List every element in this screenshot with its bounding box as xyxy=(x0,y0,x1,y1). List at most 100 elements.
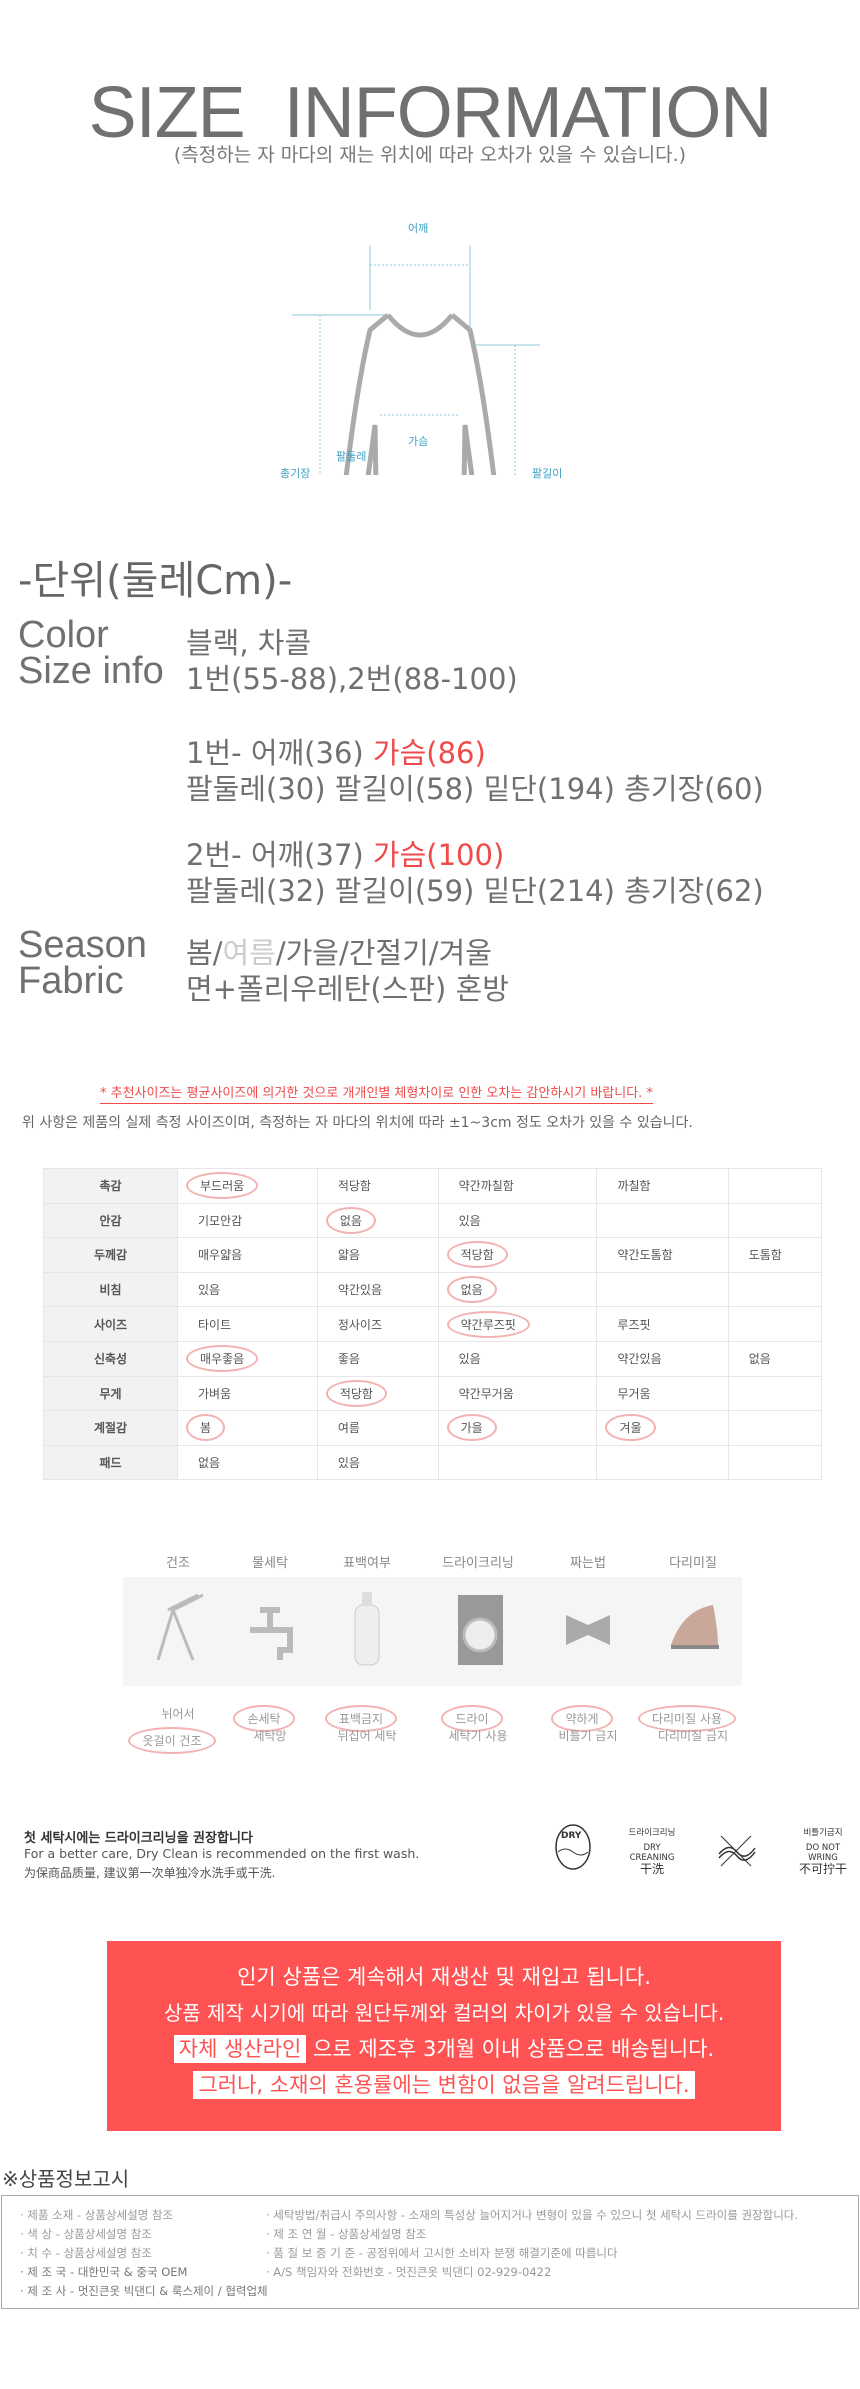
dry-note-cn: 为保商品质量, 建议第一次单独冷水洗手或干洗. xyxy=(24,1866,276,1880)
attribute-option: 매우좋음 xyxy=(177,1340,318,1377)
dry-en: DRY CREANING xyxy=(629,1842,675,1863)
fabric-attributes-table: 촉감 부드러움 적당함 약간까칠함 까칠함 안감 기모안감 없음 있음 두께감 매우얇음 얇음 적당함 약… xyxy=(43,1168,823,1481)
attribute-option: 약간있음 xyxy=(316,1271,439,1308)
attribute-option: 까칠함 xyxy=(596,1168,729,1204)
season-rest: /가을/간절기/겨울 xyxy=(275,936,492,970)
label-chest: 가슴 xyxy=(408,435,429,448)
attribute-option: 무거움 xyxy=(596,1375,729,1412)
promo-line3-rest: 으로 제조후 3개월 이내 상품으로 배송됩니다. xyxy=(306,2037,715,2061)
notice-item: · 제 조 국 - 대한민국 & 중국 OEM xyxy=(20,2265,188,2279)
attribute-option: 도톰함 xyxy=(727,1237,823,1273)
care-line: 표백금지 xyxy=(307,1705,427,1732)
care-icons-panel xyxy=(123,1577,742,1686)
option-text: 적당함 xyxy=(337,1179,371,1194)
do-not-wring-icon xyxy=(715,1834,757,1872)
care-title: 물세탁 xyxy=(252,1556,288,1571)
care-line: 드라이 xyxy=(418,1705,538,1732)
option-text: 약간있음 xyxy=(617,1352,662,1367)
season-value: 봄/여름/가을/간절기/겨울 xyxy=(186,930,492,972)
size2-chest: 가슴(100) xyxy=(372,838,505,872)
attribute-option: 없음 xyxy=(437,1271,598,1308)
attribute-option: 약간있음 xyxy=(596,1340,729,1377)
attribute-option: 적당함 xyxy=(316,1375,439,1412)
care-line: 세탁망 xyxy=(210,1727,330,1744)
notice-heading: ※상품정보고시 xyxy=(2,2167,130,2191)
season-label: Season xyxy=(18,924,147,966)
option-text: 정사이즈 xyxy=(337,1317,382,1332)
selected-option: 없음 xyxy=(446,1276,497,1304)
attribute-name: 두께감 xyxy=(43,1237,178,1273)
product-notice-box: · 제품 소재 - 상품상세설명 참조 · 세탁방법/취급시 주의사항 - 소재의… xyxy=(1,2195,859,2309)
attribute-name: 계절감 xyxy=(43,1410,178,1446)
wring-kr: 비틀기금지 xyxy=(803,1828,843,1838)
size1-line1: 1번- 어깨(36) 가슴(86) xyxy=(186,730,486,772)
size-disclaimer: * 추천사이즈는 평균사이즈에 의거한 것으로 개개인별 체형차이로 인한 오차… xyxy=(100,1082,653,1104)
dry-clean-symbol: 드라이크리닝 DRY CREANING 干洗 xyxy=(622,1828,682,1877)
option-text: 매우얇음 xyxy=(198,1248,243,1263)
dry-clean-icon: DRY xyxy=(553,1822,593,1872)
option-text: 약간까칠함 xyxy=(458,1179,514,1194)
notice-item: · A/S 책임자와 전화번호 - 멋진큰옷 빅댄디 02-929-0422 xyxy=(266,2265,552,2279)
attribute-option xyxy=(596,1444,729,1481)
size1-chest: 가슴(86) xyxy=(372,736,486,770)
option-text: 까칠함 xyxy=(617,1179,651,1194)
option-text: 여름 xyxy=(337,1421,360,1436)
size-value: 1번(55-88),2번(88-100) xyxy=(186,662,518,696)
attribute-option: 약간루즈핏 xyxy=(437,1306,598,1342)
selected-option: 봄 xyxy=(186,1414,226,1442)
attribute-option: 있음 xyxy=(177,1271,318,1308)
care-instruction: 비틀기 금지 xyxy=(558,1729,618,1743)
attribute-option xyxy=(727,1375,823,1412)
season-summer: 여름 xyxy=(222,936,276,970)
care-instruction: 뉘어서 xyxy=(161,1707,195,1721)
label-arm-round: 팔둘레 xyxy=(336,450,367,463)
selected-option: 적당함 xyxy=(446,1241,508,1269)
care-line: 다리미질 금지 xyxy=(633,1727,753,1744)
notice-item: · 색 상 - 상품상세설명 참조 xyxy=(20,2227,152,2241)
promo-line4-wrap: 그러나, 소재의 혼용률에는 변함이 없음을 알려드립니다. xyxy=(107,2067,781,2103)
attribute-option xyxy=(727,1306,823,1342)
attribute-row: 촉감 부드러움 적당함 약간까칠함 까칠함 xyxy=(43,1168,823,1204)
attribute-option: 가벼움 xyxy=(177,1375,318,1412)
dry-badge-text: DRY xyxy=(561,1831,582,1841)
attribute-option: 없음 xyxy=(316,1202,439,1239)
attribute-option: 약간까칠함 xyxy=(437,1168,598,1204)
option-text: 도톰함 xyxy=(748,1248,782,1263)
attribute-row: 두께감 매우얇음 얇음 적당함 약간도톰함 도톰함 xyxy=(43,1237,823,1273)
option-text: 타이트 xyxy=(198,1317,232,1332)
option-text: 무거움 xyxy=(617,1386,651,1401)
care-title: 표백여부 xyxy=(343,1556,391,1571)
attribute-option: 약간무거움 xyxy=(437,1375,598,1412)
care-line: 비틀기 금지 xyxy=(528,1727,648,1744)
notice-row: · 치 수 - 상품상세설명 참조 · 품 질 보 증 기 준 - 공정위에서 고… xyxy=(20,2245,858,2264)
selected-option: 적당함 xyxy=(325,1379,387,1407)
attribute-option xyxy=(727,1202,823,1239)
attribute-option xyxy=(727,1410,823,1446)
attribute-option: 없음 xyxy=(177,1444,318,1481)
option-text: 있음 xyxy=(198,1283,221,1298)
care-instruction: 드라이 xyxy=(441,1705,503,1732)
care-instruction: 옷걸이 건조 xyxy=(128,1727,216,1754)
selected-option: 가을 xyxy=(446,1414,497,1442)
color-value: 블랙, 차콜 xyxy=(186,626,312,660)
attribute-option xyxy=(437,1444,598,1481)
care-instruction: 세탁기 사용 xyxy=(448,1729,508,1743)
care-line: 약하게 xyxy=(528,1705,648,1732)
fabric-label: Fabric xyxy=(18,960,124,1002)
size2-line1: 2번- 어깨(37) 가슴(100) xyxy=(186,832,504,874)
size-diagram: 어깨 가슴 팔둘레 총기장 팔길이 xyxy=(280,215,580,620)
attribute-option: 겨울 xyxy=(596,1410,729,1446)
selected-option: 부드러움 xyxy=(186,1172,259,1200)
option-text: 있음 xyxy=(458,1213,481,1228)
notice-item: · 세탁방법/취급시 주의사항 - 소재의 특성상 늘어지거나 변형이 있을 수… xyxy=(266,2208,799,2222)
selected-option: 없음 xyxy=(325,1206,376,1234)
fabric-value: 면+폴리우레탄(스판) 혼방 xyxy=(186,972,509,1006)
bleach-bottle-icon xyxy=(337,1590,397,1674)
attribute-option: 여름 xyxy=(316,1410,439,1446)
dry-note-en: For a better care, Dry Clean is recommen… xyxy=(24,1846,420,1861)
attribute-option: 있음 xyxy=(437,1202,598,1239)
option-text: 기모안감 xyxy=(198,1213,243,1228)
attribute-option: 있음 xyxy=(437,1340,598,1377)
attribute-option xyxy=(596,1202,729,1239)
care-instruction: 약하게 xyxy=(551,1705,613,1732)
